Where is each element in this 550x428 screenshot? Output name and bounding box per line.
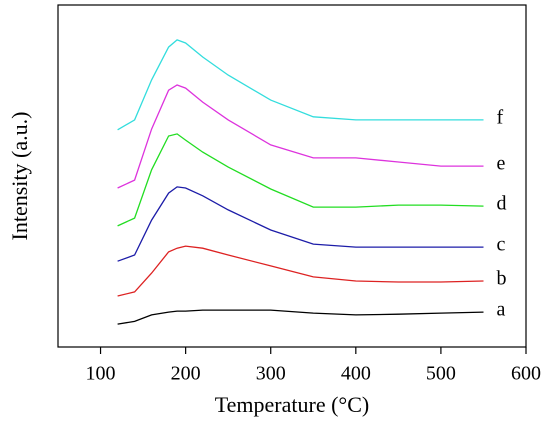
line-series <box>117 186 484 262</box>
series-label: c <box>496 234 505 256</box>
y-axis-label: Intensity (a.u.) <box>7 112 32 241</box>
line-series <box>117 245 484 297</box>
line-series <box>117 39 484 131</box>
series-label: a <box>496 299 505 321</box>
x-axis-label: Temperature (°C) <box>215 392 369 417</box>
series-label: d <box>496 193 506 215</box>
line-series <box>117 309 484 325</box>
x-tick-label: 400 <box>341 363 371 385</box>
x-tick-label: 300 <box>256 363 286 385</box>
x-tick-label: 200 <box>171 363 201 385</box>
series-label: b <box>496 268 506 290</box>
series-label: e <box>496 153 505 175</box>
line-series <box>117 84 484 189</box>
line-series <box>117 133 484 227</box>
series-label: f <box>496 107 503 129</box>
plot-frame <box>57 4 527 348</box>
x-tick-label: 600 <box>511 363 541 385</box>
x-tick-label: 500 <box>426 363 456 385</box>
x-tick-label: 100 <box>86 363 116 385</box>
